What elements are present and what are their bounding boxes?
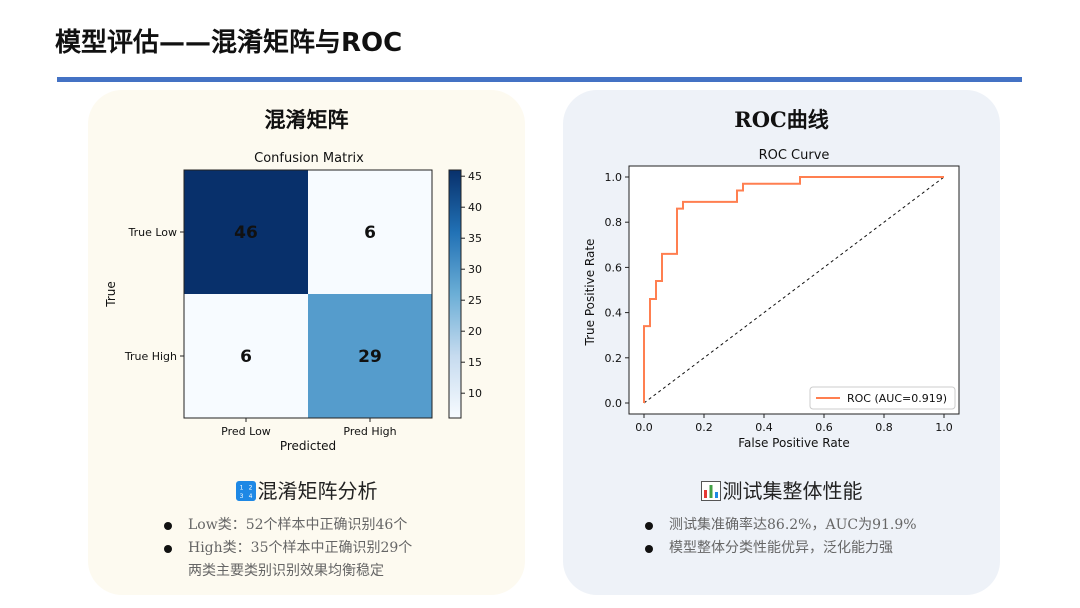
svg-text:4: 4	[248, 493, 252, 500]
cm-frame	[183, 169, 433, 419]
cm-x-tick-label: Pred Low	[221, 425, 271, 438]
cm-colorbar-tick-label: 30	[468, 263, 482, 276]
roc-x-tick-label: 0.8	[875, 421, 893, 434]
roc-reference-line	[643, 176, 945, 404]
list-item: 两类主要类别识别效果均衡稳定	[188, 563, 384, 579]
roc-y-axis-label: True Positive Rate	[583, 239, 597, 347]
cm-colorbar-tick-label: 20	[468, 325, 482, 338]
cm-colorbar-tick-label: 10	[468, 387, 482, 400]
roc-y-tick-label: 0.0	[605, 397, 623, 410]
roc-y-tick-label: 0.2	[605, 352, 623, 365]
confusion-matrix-heading: 混淆矩阵	[264, 107, 349, 132]
list-item: High类：35个样本中正确识别29个	[164, 537, 412, 560]
roc-plot: ROC Curve 0.0 0.2 0.4 0.6 0.8 1.0 0.0 0.2 0.4 0.…	[583, 148, 960, 450]
roc-legend: ROC (AUC=0.919)	[809, 386, 956, 410]
svg-text:2: 2	[248, 485, 252, 492]
cm-cell-value: 29	[358, 347, 382, 367]
cm-cell	[184, 170, 308, 294]
roc-heading: ROC曲线	[734, 107, 829, 132]
roc-x-tick-label: 0.0	[635, 421, 653, 434]
cm-x-axis-label: Predicted	[280, 439, 336, 453]
cm-cell-value: 6	[240, 347, 252, 367]
list-item: 测试集准确率达86.2%，AUC为91.9%	[645, 514, 917, 537]
cm-colorbar-tick-label: 40	[468, 201, 482, 214]
cm-colorbar-tick-label: 15	[468, 356, 482, 369]
confusion-matrix-card: 混淆矩阵 Confusion Matrix 46 6 6 29 Pred Low Pre…	[88, 90, 525, 595]
list-item: Low类：52个样本中正确识别46个	[164, 514, 412, 537]
roc-y-tick-label: 1.0	[605, 171, 623, 184]
input-numbers-icon: 1 2 3 4	[235, 481, 256, 506]
confusion-analysis-list: Low类：52个样本中正确识别46个 High类：35个样本中正确识别29个 两…	[164, 514, 412, 583]
test-performance-list: 测试集准确率达86.2%，AUC为91.9% 模型整体分类性能优异，泛化能力强	[645, 514, 917, 560]
svg-text:3: 3	[239, 493, 243, 500]
roc-y-tick-label: 0.4	[605, 307, 623, 320]
roc-x-tick-label: 0.2	[695, 421, 713, 434]
test-performance-label: 测试集整体性能	[722, 479, 863, 503]
cm-y-tick-label: True High	[124, 350, 177, 363]
cm-x-tick-label: Pred High	[343, 425, 396, 438]
roc-chart-title: ROC Curve	[759, 148, 830, 163]
roc-x-tick-label: 0.6	[815, 421, 833, 434]
roc-y-tick-label: 0.8	[605, 216, 623, 229]
cm-y-tick-label: True Low	[127, 226, 177, 239]
svg-text:1: 1	[239, 485, 243, 492]
confusion-analysis-label: 混淆矩阵分析	[257, 479, 378, 503]
roc-series-line	[643, 176, 944, 403]
roc-y-tick-label: 0.6	[605, 261, 623, 274]
cm-colorbar-tick-label: 25	[468, 294, 482, 307]
cm-colorbar-tick-label: 45	[468, 170, 482, 183]
roc-x-tick-label: 0.4	[755, 421, 773, 434]
cm-cell	[308, 170, 432, 294]
cm-cell-value: 6	[364, 223, 376, 243]
confusion-analysis-heading: 1 2 3 4 混淆矩阵分析	[88, 475, 525, 506]
roc-x-tick-label: 1.0	[935, 421, 953, 434]
roc-legend-label: ROC (AUC=0.919)	[847, 392, 947, 405]
title-underline	[57, 77, 1022, 82]
confusion-matrix-plot: Confusion Matrix 46 6 6 29 Pred Low Pred Hig…	[104, 151, 482, 453]
list-item: 模型整体分类性能优异，泛化能力强	[645, 537, 917, 560]
cm-colorbar-tick-label: 35	[468, 232, 482, 245]
cm-cell	[184, 294, 308, 418]
cm-y-axis-label: True	[104, 281, 118, 308]
roc-card: ROC曲线 ROC Curve 0.0 0.2 0.4 0.6 0.8 1.0 0.0 0.…	[563, 90, 1000, 595]
cm-chart-title: Confusion Matrix	[254, 151, 364, 166]
cm-cell	[308, 294, 432, 418]
bar-chart-icon	[700, 481, 721, 506]
test-performance-heading: 测试集整体性能	[563, 475, 1000, 506]
page-title: 模型评估——混淆矩阵与ROC	[55, 28, 403, 58]
cm-cell-value: 46	[234, 223, 258, 243]
roc-x-axis-label: False Positive Rate	[738, 436, 850, 450]
cm-colorbar	[448, 169, 462, 419]
